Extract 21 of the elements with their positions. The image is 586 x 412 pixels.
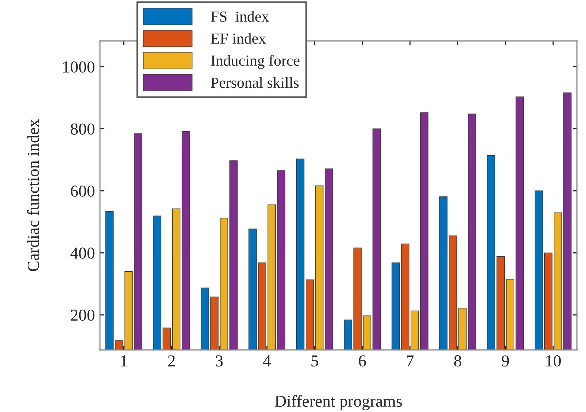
- x-tick-label: 6: [359, 356, 366, 367]
- y-tick-label: 200: [71, 310, 95, 322]
- x-tick-label: 9: [502, 356, 510, 367]
- y-tick-label: 600: [71, 186, 95, 197]
- x-tick-label: 4: [263, 356, 272, 367]
- legend-label: EF index: [211, 33, 266, 44]
- legend-label: Personal skills: [211, 77, 299, 88]
- y-axis-title: Cardiac function index: [27, 120, 40, 272]
- x-tick-label: 2: [168, 356, 176, 367]
- x-tick-label: 8: [454, 356, 462, 367]
- x-tick-label: 7: [407, 356, 414, 367]
- x-tick-label: 10: [546, 356, 562, 367]
- x-tick-label: 5: [312, 356, 318, 367]
- x-tick-label: 3: [216, 356, 223, 367]
- legend-label: Inducing force: [211, 55, 300, 70]
- x-tick-label: 1: [121, 356, 128, 367]
- y-tick-label: 400: [70, 248, 95, 260]
- y-tick-label: 1000: [63, 62, 95, 73]
- legend-label: FS index: [211, 11, 270, 22]
- y-tick-label: 800: [70, 124, 95, 135]
- x-axis-title: Different programs: [275, 395, 402, 411]
